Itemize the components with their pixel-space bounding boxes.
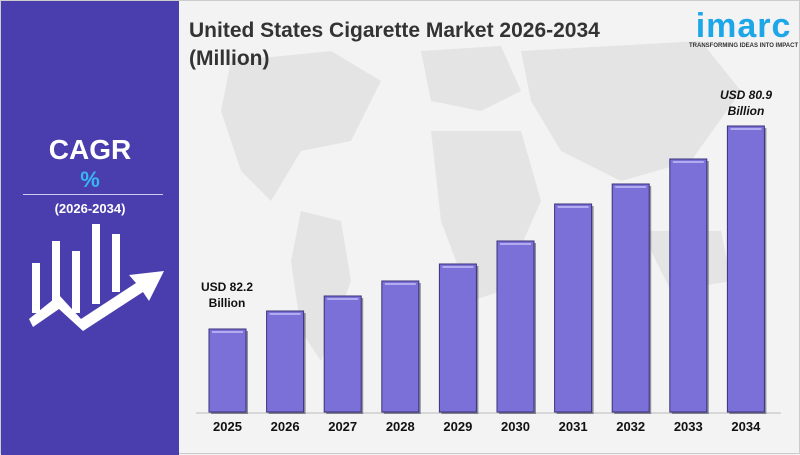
bar-highlight — [269, 313, 301, 315]
cagr-period: (2026-2034) — [54, 201, 126, 216]
x-tick-label: 2026 — [270, 419, 300, 434]
bar-highlight — [672, 161, 704, 163]
data-label-first: USD 82.2 Billion — [197, 279, 257, 311]
data-label-first-line1: USD 82.2 — [200, 280, 254, 294]
bar-highlight — [442, 266, 474, 268]
bar-highlight — [327, 298, 359, 300]
x-tick-label: 2031 — [558, 419, 588, 434]
data-label-last: USD 80.9 Billion — [711, 87, 781, 119]
x-tick-label: 2028 — [385, 419, 415, 434]
divider — [23, 194, 163, 195]
logo-tagline: TRANSFORMING IDEAS INTO IMPACT — [689, 43, 799, 49]
bar-2028 — [381, 280, 420, 413]
bar-highlight — [730, 128, 762, 130]
data-label-first-line2: Billion — [208, 296, 246, 310]
x-tick-label: 2025 — [213, 419, 242, 434]
bar-highlight — [615, 186, 647, 188]
title-line-1: United States Cigarette Market 2026-2034 — [189, 19, 600, 42]
bar-highlight — [557, 206, 589, 208]
x-tick-label: 2033 — [673, 419, 703, 434]
bar-2030 — [496, 240, 535, 413]
data-label-last-line2: Billion — [727, 104, 765, 118]
x-tick-label: 2032 — [616, 419, 646, 434]
x-tick-label: 2029 — [443, 419, 473, 434]
bar-highlight — [384, 283, 416, 285]
x-tick-label: 2027 — [328, 419, 358, 434]
bar-2025 — [208, 328, 247, 413]
title-line-2: (Million) — [189, 47, 270, 70]
imarc-logo: imarc TRANSFORMING IDEAS INTO IMPACT — [689, 9, 798, 49]
cagr-panel: CAGR % (2026-2034) — [1, 1, 179, 455]
chart-title: United States Cigarette Market 2026-2034… — [189, 17, 600, 73]
data-label-last-line1: USD 80.9 — [719, 88, 773, 102]
bar-highlight — [500, 243, 531, 245]
bar-2026 — [266, 310, 305, 413]
bar-2032 — [611, 183, 650, 413]
x-tick-label: 2034 — [731, 419, 761, 434]
bar-2029 — [438, 263, 477, 413]
growth-chart-icon — [29, 224, 164, 331]
logo-word: imarc — [695, 7, 792, 45]
cagr-label: CAGR — [48, 134, 132, 165]
bar-2031 — [554, 203, 593, 413]
bar-2027 — [323, 295, 362, 413]
bar-2033 — [669, 158, 708, 413]
bar-highlight — [212, 331, 243, 333]
cagr-value: % — [80, 167, 100, 192]
x-tick-label: 2030 — [501, 419, 530, 434]
bar-2034 — [726, 125, 765, 413]
